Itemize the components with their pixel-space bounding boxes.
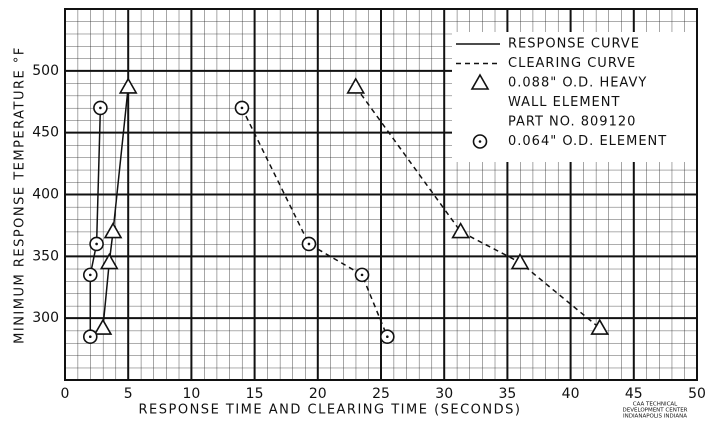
circle-dot — [88, 273, 92, 277]
triangle-marker — [510, 252, 530, 270]
circle-marker — [82, 329, 98, 345]
x-tick-label: 10 — [182, 386, 200, 402]
y-tick-label: 350 — [32, 248, 59, 264]
curve — [355, 86, 601, 329]
stamp-text: DEVELOPMENT CENTER — [623, 408, 688, 414]
circle-dot — [95, 242, 98, 246]
x-tick-label: 0 — [61, 386, 70, 402]
legend-label: 0.064" O.D. ELEMENT — [508, 134, 667, 149]
curve — [241, 107, 389, 338]
y-tick-label: 400 — [32, 187, 59, 203]
y-tick-label: 500 — [32, 63, 59, 79]
triangle-marker — [93, 318, 113, 335]
triangle-marker — [451, 221, 471, 239]
triangle-marker — [590, 318, 610, 335]
circle-dot — [99, 106, 102, 110]
curve — [89, 107, 102, 337]
circle-marker — [472, 134, 488, 149]
x-tick-label: 25 — [372, 386, 390, 402]
circle-dot — [360, 273, 364, 277]
y-axis-label: MINIMUM RESPONSE TEMPERATURE °F — [13, 46, 28, 344]
legend-label: RESPONSE CURVE — [508, 37, 640, 52]
x-tick-label: 35 — [498, 386, 516, 402]
x-tick-label: 40 — [562, 386, 580, 402]
circle-marker — [301, 236, 317, 252]
stamp-text: CAA TECHNICAL — [633, 402, 678, 408]
y-tick-label: 450 — [32, 125, 59, 141]
stamp-text: INDIANAPOLIS INDIANA — [623, 414, 687, 420]
x-tick-label: 30 — [435, 386, 453, 402]
circle-marker — [380, 329, 395, 345]
triangle-marker — [99, 252, 119, 270]
triangle-marker — [118, 77, 138, 94]
curve — [102, 86, 129, 329]
circle-dot — [386, 335, 389, 339]
triangle-marker — [470, 73, 490, 90]
x-tick-label: 15 — [246, 386, 264, 402]
circle-marker — [354, 267, 370, 283]
legend-box — [452, 32, 696, 162]
x-tick-label: 50 — [688, 386, 706, 402]
triangle-marker — [346, 77, 366, 94]
circle-dot — [88, 335, 92, 339]
circle-dot — [478, 140, 482, 143]
circle-dot — [307, 242, 311, 246]
circle-dot — [240, 106, 244, 110]
triangle-marker — [103, 221, 123, 239]
y-tick-label: 300 — [32, 310, 59, 326]
plot-frame — [64, 8, 698, 381]
x-tick-label: 45 — [625, 386, 643, 402]
circle-marker — [82, 267, 98, 283]
circle-marker — [89, 236, 104, 252]
x-tick-label: 5 — [124, 386, 133, 402]
legend-label: 0.088" O.D. HEAVY — [508, 76, 647, 91]
circle-marker — [234, 100, 250, 116]
legend-label: WALL ELEMENT — [508, 95, 620, 110]
legend-label: CLEARING CURVE — [508, 56, 636, 71]
circle-marker — [93, 100, 108, 116]
legend-label: PART NO. 809120 — [508, 115, 636, 130]
x-tick-label: 20 — [309, 386, 327, 402]
x-axis-label: RESPONSE TIME AND CLEARING TIME (SECONDS… — [139, 403, 522, 418]
